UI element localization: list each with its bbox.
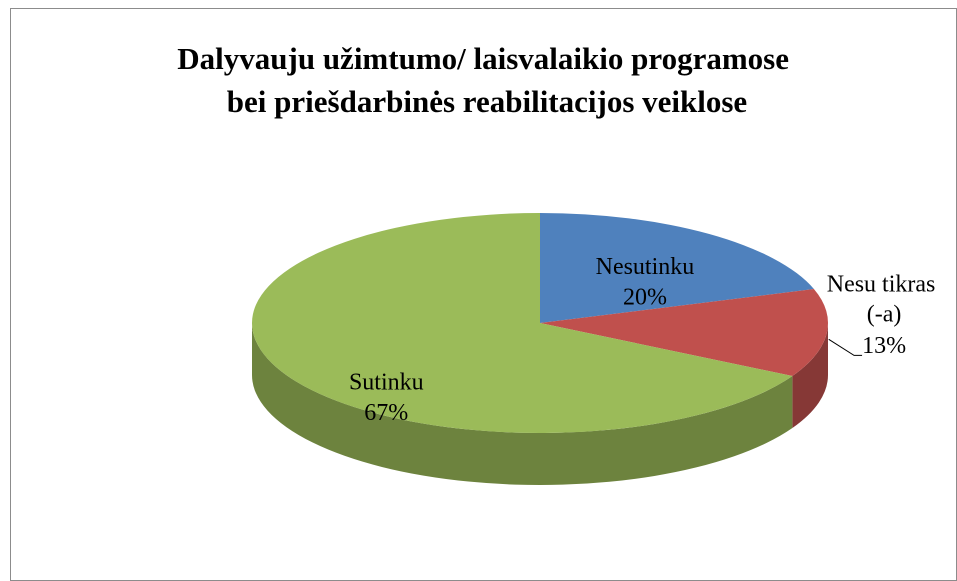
data-label-value: 13% bbox=[862, 333, 906, 359]
data-label-category: Nesu tikras (-a) bbox=[827, 271, 942, 327]
pie-slice bbox=[540, 213, 814, 323]
pie-slice bbox=[540, 289, 829, 376]
slice-side bbox=[792, 323, 828, 428]
leader-line bbox=[828, 338, 863, 356]
data-label-category: Sutinku bbox=[349, 369, 424, 395]
chart-title: Dalyvauju užimtumo/ laisvalaikio program… bbox=[177, 41, 796, 119]
pie-slice bbox=[251, 213, 793, 433]
slice-side bbox=[252, 323, 793, 486]
data-label-category: Nesutinku bbox=[596, 253, 695, 279]
data-label-value: 20% bbox=[623, 284, 667, 310]
data-label-value: 67% bbox=[364, 400, 408, 426]
